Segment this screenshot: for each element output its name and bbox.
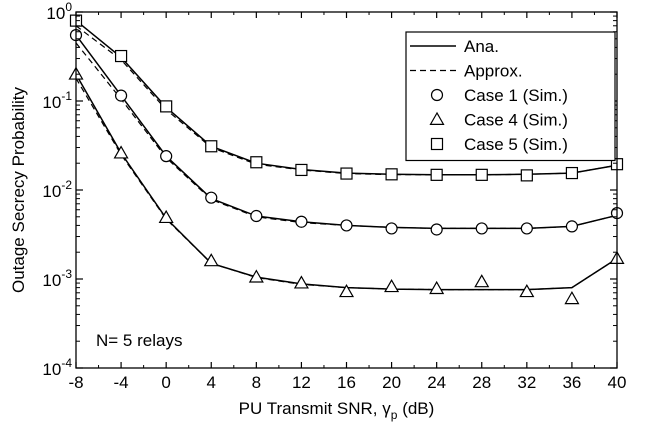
- y-tick-label: 10-1: [42, 89, 72, 112]
- y-tick-label: 10-2: [42, 178, 72, 201]
- tick-layer: -8 -4 0 4 8 12 16 20 24 28 32 36 4010010-110-210-310…: [42, 0, 626, 392]
- case-1-sim-point: [114, 89, 128, 102]
- case-4-sim-point: [203, 253, 219, 267]
- case-5-sim-point: [340, 167, 353, 180]
- legend-label: Case 1 (Sim.): [464, 86, 568, 105]
- case-5-sim-point: [205, 140, 218, 153]
- case-1-sim-point: [475, 222, 488, 235]
- case-1-sim-point: [205, 191, 218, 204]
- y-tick-base: 10: [42, 271, 61, 290]
- case-5-sim-point: [430, 168, 443, 181]
- y-tick-exponent: -4: [61, 356, 72, 370]
- y-tick-base: 10: [42, 182, 61, 201]
- y-tick-base: 10: [42, 93, 61, 112]
- case-1-sim-point: [565, 220, 579, 233]
- y-tick-label: 100: [46, 0, 72, 23]
- x-tick-label: -4: [114, 373, 129, 392]
- case-1-sim-point: [520, 222, 533, 235]
- x-tick-label: 24: [427, 373, 446, 392]
- case-1-sim-point: [340, 219, 353, 232]
- x-axis-title-text: PU Transmit SNR,: [239, 399, 378, 418]
- x-tick-label: 4: [207, 373, 216, 392]
- marker-layer: [68, 14, 625, 305]
- legend-label: Ana.: [464, 37, 499, 56]
- case-1-sim-point: [430, 223, 443, 236]
- case-5-sim-point: [475, 168, 488, 181]
- x-tick-label: -8: [68, 373, 83, 392]
- legend-label: Approx.: [464, 62, 523, 81]
- case-1-sim-point: [250, 209, 263, 223]
- case-4-sim-point: [113, 145, 129, 159]
- case-4-sim-point: [564, 291, 580, 305]
- case-4-sim-point: [429, 280, 445, 295]
- annotation-relays: N= 5 relays: [96, 331, 182, 350]
- case-1-sim-point: [385, 222, 398, 235]
- legend-label: Case 4 (Sim.): [464, 111, 568, 130]
- x-axis-symbol: γ: [382, 399, 391, 418]
- case-5-sim-point: [295, 163, 308, 177]
- legend-label: Case 5 (Sim.): [464, 135, 568, 154]
- y-tick-base: 10: [46, 4, 65, 23]
- case-5-sim-point: [385, 168, 398, 181]
- case-1-sim-point: [160, 150, 173, 163]
- case-4-sim-point: [248, 269, 264, 283]
- case-5-sim-point: [565, 166, 579, 180]
- case-4-sim-point: [158, 209, 174, 224]
- x-tick-label: 32: [517, 373, 536, 392]
- case-4-sim-point: [293, 275, 309, 289]
- case-5-sim-point: [114, 49, 128, 63]
- x-tick-label: 40: [608, 373, 627, 392]
- case-4-sim-point: [474, 274, 490, 288]
- x-tick-label: 12: [292, 373, 311, 392]
- x-axis-unit: (dB): [402, 399, 434, 418]
- case-5-sim-point: [160, 100, 173, 113]
- x-tick-label: 8: [252, 373, 261, 392]
- x-tick-label: 16: [337, 373, 356, 392]
- case-5-sim-point: [520, 169, 533, 182]
- y-tick-exponent: -1: [61, 89, 72, 103]
- x-axis-subscript: p: [391, 408, 398, 422]
- y-axis-title: Outage Secrecy Probability: [9, 87, 28, 293]
- x-tick-label: 28: [472, 373, 491, 392]
- case-5-sim-point: [250, 156, 263, 169]
- case-4-sim-point: [384, 278, 400, 293]
- legend-marker-circle: [430, 88, 444, 102]
- y-tick-exponent: -2: [61, 178, 72, 192]
- legend: Ana. Approx. Case 1 (Sim.) Case 4 (Sim.) Cas…: [405, 31, 616, 162]
- y-tick-base: 10: [42, 360, 61, 379]
- case-4-sim-point: [519, 283, 535, 298]
- x-tick-label: 0: [161, 373, 170, 392]
- y-tick-label: 10-4: [42, 356, 72, 379]
- case-4-sim-point: [338, 283, 355, 298]
- x-tick-label: 36: [562, 373, 581, 392]
- legend-marker-square: [430, 137, 444, 151]
- y-tick-exponent: -3: [61, 267, 72, 281]
- case-1-sim-point: [295, 215, 308, 228]
- legend-marker-triangle: [429, 111, 445, 125]
- y-tick-exponent: 0: [65, 0, 72, 14]
- x-axis-title: PU Transmit SNR, γp (dB): [239, 399, 435, 422]
- x-tick-label: 20: [382, 373, 401, 392]
- y-tick-label: 10-3: [42, 267, 72, 290]
